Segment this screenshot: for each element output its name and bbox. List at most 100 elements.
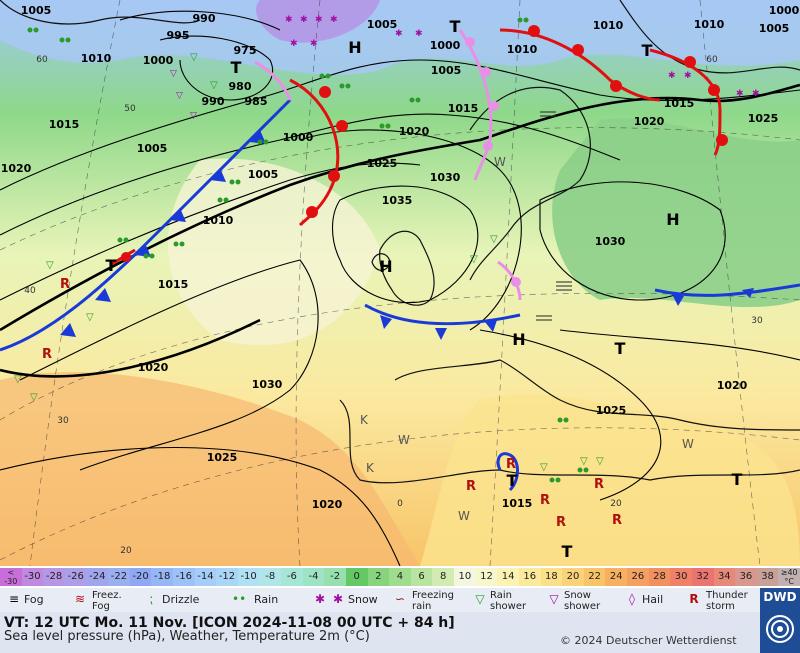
dwd-swirl-icon — [766, 615, 794, 643]
scale-cell: 22 — [583, 568, 606, 586]
scale-cell: -10 — [237, 568, 260, 586]
snow-icon: ✱ — [314, 592, 326, 606]
isobar-label: 1030 — [595, 235, 626, 248]
low-pressure-center: T — [450, 17, 461, 36]
isobar-label: 1005 — [759, 22, 790, 35]
isobar-label: 1015 — [502, 497, 533, 510]
isobar-label: 1020 — [634, 115, 665, 128]
scale-cell: 0 — [345, 568, 368, 586]
legend-snow-shower: Snow shower — [564, 590, 601, 612]
scale-cell: -26 — [64, 568, 87, 586]
isobar-label: 1000 — [283, 131, 314, 144]
isotherm-label: 20 — [610, 499, 622, 509]
isotherm-label: 50 — [124, 104, 136, 114]
copyright: © 2024 Deutscher Wetterdienst — [560, 634, 737, 647]
isotherm-label: 60 — [36, 55, 48, 65]
low-pressure-center: T — [106, 256, 117, 275]
svg-text:✱: ✱ — [415, 29, 423, 39]
svg-text:R: R — [466, 479, 476, 494]
scale-cell: 36 — [735, 568, 757, 586]
isobar-label: 1015 — [448, 102, 479, 115]
svg-text:▽: ▽ — [190, 111, 197, 121]
isobar-label: 1005 — [367, 18, 398, 31]
svg-text:▽: ▽ — [210, 80, 218, 91]
isobar-label: 1010 — [81, 52, 112, 65]
svg-text:K: K — [366, 461, 375, 475]
scale-cell: 4 — [389, 568, 411, 586]
map-description: Sea level pressure (hPa), Weather, Tempe… — [4, 629, 370, 644]
info-bar — [0, 612, 760, 653]
svg-text:✱: ✱ — [285, 15, 293, 25]
hail-icon: ◊ — [629, 592, 635, 606]
rain-shower-icon: ▽ — [475, 592, 485, 606]
isobar-value-labels: 1005990995975100098098599010101015100510… — [1, 4, 800, 511]
isobar-label: 1010 — [694, 18, 725, 31]
isobar-label: 1005 — [248, 168, 279, 181]
low-pressure-center: T — [562, 542, 573, 561]
scale-cell: -16 — [172, 568, 195, 586]
scale-cell: 26 — [627, 568, 649, 586]
scale-cell: -18 — [151, 568, 173, 586]
isobar-label: 1025 — [596, 404, 627, 417]
isobar-label: 1025 — [367, 157, 398, 170]
svg-text:✱: ✱ — [310, 39, 318, 49]
svg-text:▽: ▽ — [46, 260, 54, 271]
scale-cell: 30 — [670, 568, 692, 586]
isobar-label: 1020 — [399, 125, 430, 138]
isotherm-label: 30 — [751, 316, 763, 326]
scale-cell: 24 — [605, 568, 627, 586]
svg-text:W: W — [494, 155, 506, 169]
legend-freez-fog: Freez. Fog — [92, 590, 122, 612]
scale-cell: -6 — [281, 568, 303, 586]
isobar-label: 1020 — [312, 498, 343, 511]
scale-cell: < -30 — [0, 568, 22, 586]
isobar-label: 1000 — [143, 54, 174, 67]
legend-hail: Hail — [642, 593, 664, 606]
scale-cell: 38 — [756, 568, 779, 586]
scale-cell: 10 — [454, 568, 476, 586]
isotherm-label: 20 — [120, 546, 132, 556]
scale-cell: -8 — [259, 568, 282, 586]
svg-text:✱: ✱ — [300, 15, 308, 25]
scale-cell: 34 — [713, 568, 736, 586]
svg-text:✱: ✱ — [668, 71, 676, 81]
scale-cell: -28 — [43, 568, 65, 586]
legend-freezing-rain: Freezing rain — [412, 590, 454, 612]
scale-cell: 16 — [518, 568, 541, 586]
svg-text:▽: ▽ — [176, 91, 183, 101]
low-pressure-center: T — [615, 339, 626, 358]
scale-cell: 12 — [475, 568, 498, 586]
scale-cell: 20 — [562, 568, 584, 586]
svg-text:✱: ✱ — [736, 89, 744, 99]
scale-cell: 14 — [497, 568, 519, 586]
svg-text:✱: ✱ — [752, 89, 760, 99]
rain-icon: •• — [232, 592, 247, 606]
isobar-label: 985 — [245, 95, 268, 108]
svg-text:✱: ✱ — [315, 15, 323, 25]
dwd-logo-text: DWD — [763, 590, 797, 604]
svg-text:▽: ▽ — [14, 374, 22, 385]
scale-cell: -22 — [108, 568, 130, 586]
svg-text:✱: ✱ — [684, 71, 692, 81]
low-pressure-center: T — [231, 58, 242, 77]
snow-shower-icon: ▽ — [549, 592, 559, 606]
isobar-label: 975 — [234, 44, 257, 57]
legend-drizzle: Drizzle — [162, 593, 200, 606]
svg-text:▽: ▽ — [190, 52, 198, 63]
scale-cell: 32 — [691, 568, 714, 586]
high-pressure-center: H — [666, 210, 679, 229]
isobar-label: 1000 — [430, 39, 461, 52]
isobar-label: 1030 — [430, 171, 461, 184]
isobar-label: 1035 — [382, 194, 413, 207]
isobar-label: 990 — [193, 12, 216, 25]
isobar-label: 1020 — [138, 361, 169, 374]
legend-rain: Rain — [254, 593, 279, 606]
weather-legend — [0, 588, 760, 612]
isobar-label: 1020 — [717, 379, 748, 392]
svg-text:R: R — [506, 457, 516, 472]
drizzle-icon: ⁏ — [148, 592, 154, 606]
freezing-rain-icon: ∽ — [394, 592, 406, 606]
isobar-label: 990 — [202, 95, 225, 108]
isobar-label: 1005 — [431, 64, 462, 77]
